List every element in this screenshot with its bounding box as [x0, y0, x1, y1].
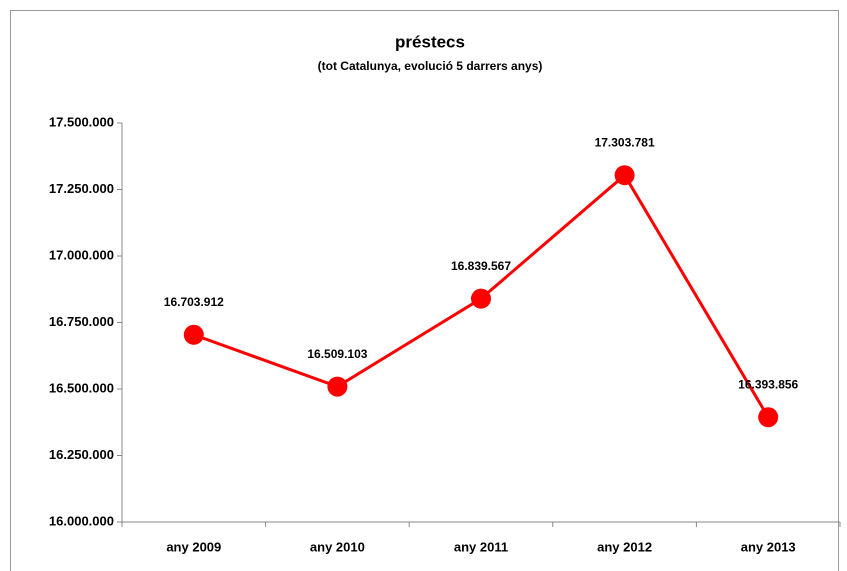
x-tick-label: any 2013: [741, 539, 796, 554]
x-tick-label: any 2012: [597, 539, 652, 554]
y-tick-label: 17.250.000: [49, 181, 114, 196]
x-tick-label: any 2010: [310, 539, 365, 554]
x-tick-label: any 2009: [166, 539, 221, 554]
point: [471, 288, 491, 309]
point: [614, 165, 635, 186]
x-tick-label: any 2011: [454, 539, 508, 554]
chart-subtitle: (tot Catalunya, evolució 5 darrers anys): [318, 59, 543, 73]
data-label: 16.393.856: [738, 377, 798, 391]
chart-title: préstecs: [395, 32, 465, 51]
data-label: 16.839.567: [451, 259, 511, 273]
data-label: 16.509.103: [307, 347, 367, 361]
y-tick-label: 17.500.000: [49, 114, 114, 129]
data-label: 17.303.781: [595, 135, 655, 149]
y-tick-label: 16.500.000: [49, 380, 114, 395]
chart-frame: [10, 10, 839, 571]
y-tick-label: 16.250.000: [49, 447, 114, 462]
point: [327, 376, 348, 397]
point: [183, 324, 204, 345]
y-tick-label: 16.750.000: [49, 314, 114, 329]
point: [758, 407, 779, 428]
y-tick-label: 17.000.000: [49, 247, 114, 262]
data-label: 16.703.912: [164, 295, 224, 309]
y-tick-label: 16.000.000: [49, 513, 114, 528]
